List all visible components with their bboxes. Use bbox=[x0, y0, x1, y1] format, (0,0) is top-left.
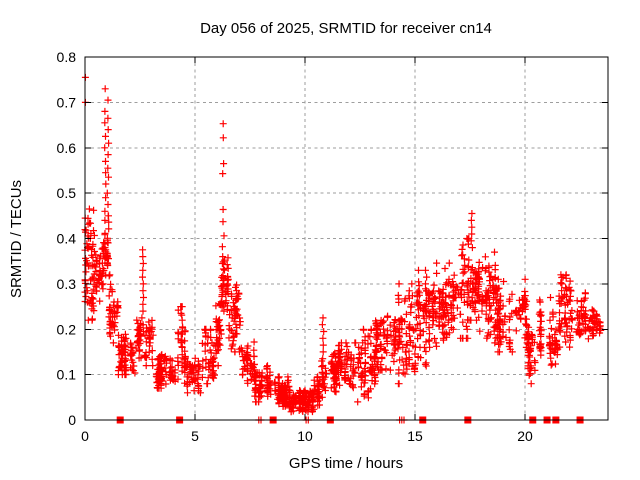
x-tick-label: 10 bbox=[297, 428, 313, 444]
tick-labels: 0 5 10 15 20 0 0.1 0.2 0.3 0.4 0.5 0.6 0.7 0.8 bbox=[57, 49, 534, 444]
y-tick-label: 0.1 bbox=[57, 367, 77, 383]
y-tick-label: 0.5 bbox=[57, 185, 77, 201]
x-tick-label: 5 bbox=[191, 428, 199, 444]
y-tick-label: 0.2 bbox=[57, 321, 77, 337]
y-tick-label: 0.6 bbox=[57, 140, 77, 156]
x-tick-label: 20 bbox=[517, 428, 533, 444]
y-tick-label: 0 bbox=[68, 412, 76, 428]
x-tick-label: 0 bbox=[81, 428, 89, 444]
plot-frame-and-ticks bbox=[84, 56, 609, 421]
y-tick-label: 0.7 bbox=[57, 94, 77, 110]
y-tick-label: 0.4 bbox=[57, 231, 77, 247]
y-axis-label: SRMTID / TECUs bbox=[8, 180, 25, 298]
x-axis-label: GPS time / hours bbox=[289, 455, 403, 472]
y-tick-label: 0.8 bbox=[57, 49, 77, 65]
y-tick-label: 0.3 bbox=[57, 276, 77, 292]
chart-title: Day 056 of 2025, SRMTID for receiver cn1… bbox=[200, 20, 492, 37]
x-tick-label: 15 bbox=[407, 428, 423, 444]
